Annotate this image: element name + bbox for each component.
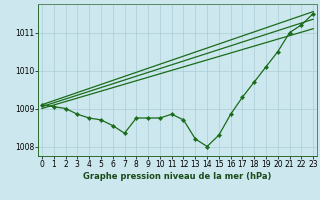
X-axis label: Graphe pression niveau de la mer (hPa): Graphe pression niveau de la mer (hPa)	[84, 172, 272, 181]
